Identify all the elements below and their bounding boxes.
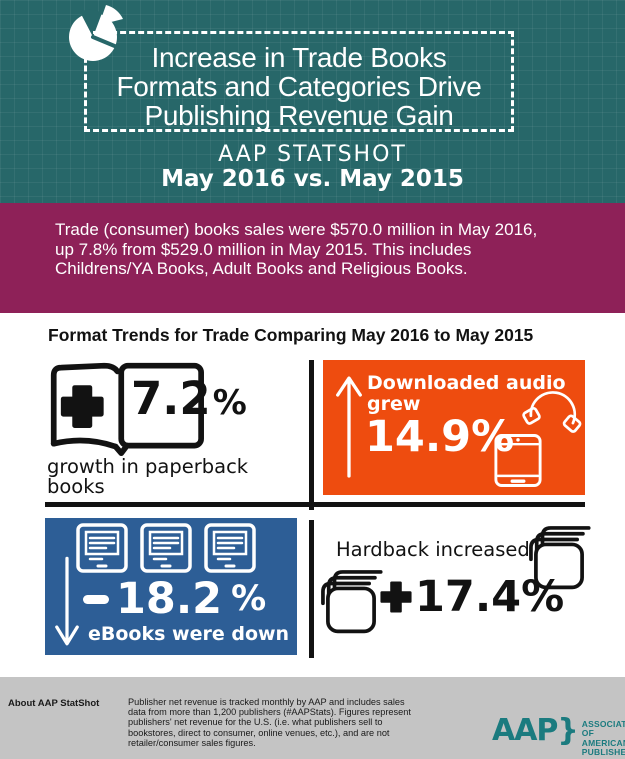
paperback-percent-sign: % [212,383,247,423]
aap-logo-text: AAP} [492,713,579,748]
ebooks-number: 18.2 [116,574,223,624]
audio-value: 14.9% [365,412,515,462]
e-reader-icon [204,523,256,573]
ebooks-percent-sign: % [231,579,267,619]
ebooks-label: eBooks were down [88,623,290,645]
vertical-divider-top [309,360,314,510]
vertical-divider-bottom [309,520,314,658]
footer-section: About AAP StatShot Publisher net revenue… [0,677,625,759]
paperback-label: growth in paperback books [47,455,249,498]
audio-label: Downloaded audio grew [367,372,566,415]
book-stack-icon [529,526,591,590]
hardback-value: 17.4% [380,572,564,622]
comparison-period: May 2016 vs. May 2015 [161,166,464,192]
plus-icon [60,385,104,428]
stat-paperback: 7.2 % growth in paperback books [45,356,307,498]
hardback-number: 17.4% [415,572,565,622]
e-reader-icon [140,523,192,573]
up-arrow-icon [336,376,362,478]
summary-text: Trade (consumer) books sales were $570.0… [55,220,538,278]
ebooks-value: 18.2 % [83,576,266,622]
paperback-number: 7.2 [131,372,211,425]
plus-icon [380,581,412,613]
page-title: Increase in Trade Books Formats and Cate… [116,42,482,131]
e-reader-icon [76,523,128,573]
headphones-icon [522,391,582,433]
e-reader-row [76,523,256,573]
aap-logo: AAP} ASSOCIATION OF AMERICAN PUBLISHERS [492,716,625,757]
title-box: Increase in Trade Books Formats and Cate… [84,31,514,132]
header-section: Increase in Trade Books Formats and Cate… [0,0,625,203]
paperback-value: 7.2 % [131,370,247,428]
minus-icon [83,594,109,604]
down-arrow-icon [55,556,79,646]
aap-logo-org: ASSOCIATION OF AMERICAN PUBLISHERS [581,719,625,757]
open-book-icon [50,362,204,457]
stat-audio: Downloaded audio grew 14.9% [323,360,585,495]
footer-about-label: About AAP StatShot [8,698,100,709]
book-stack-icon [321,570,383,634]
section-heading: Format Trends for Trade Comparing May 20… [48,325,534,345]
hardback-label: Hardback increased [336,538,530,561]
footer-about-text: Publisher net revenue is tracked monthly… [128,697,411,748]
summary-band: Trade (consumer) books sales were $570.0… [0,203,625,313]
pie-chart-icon [69,5,123,61]
stat-hardback: Hardback increased 17.4% [310,518,591,660]
horizontal-divider [45,502,585,507]
statshot-subtitle: AAP STATSHOT [218,142,407,167]
smartphone-icon [494,434,542,487]
stat-ebooks: 18.2 % eBooks were down [45,518,297,655]
